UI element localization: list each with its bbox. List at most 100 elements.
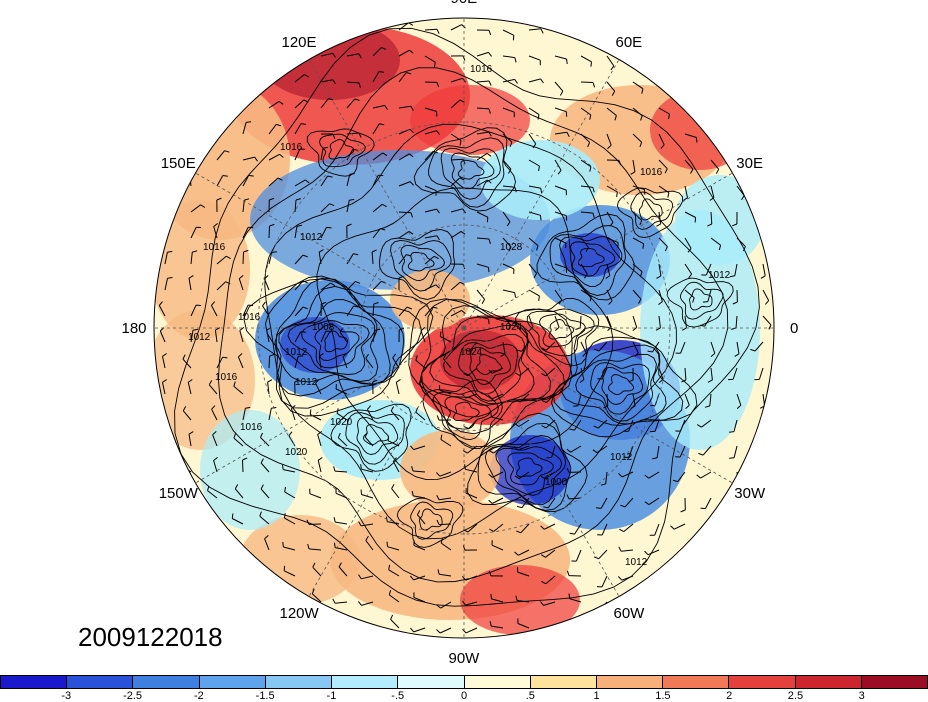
wind-barb <box>545 549 556 558</box>
wind-barb-flag <box>543 506 549 509</box>
wind-barb <box>517 600 530 603</box>
wind-barb <box>545 575 556 585</box>
wind-barb <box>528 263 537 274</box>
wind-barb <box>242 122 247 135</box>
wind-barb-flag <box>436 28 440 34</box>
wind-barb <box>320 330 327 343</box>
wind-barb-flag <box>566 570 570 576</box>
wind-barb <box>502 185 515 188</box>
wind-barb-flag <box>685 404 690 409</box>
wind-barb-flag <box>437 569 440 575</box>
isobar-line <box>638 198 663 221</box>
contour-label: 1016 <box>280 142 303 153</box>
wind-barb <box>465 393 478 399</box>
isobar-line <box>428 137 505 208</box>
isobar-line <box>362 424 389 446</box>
wind-barb <box>334 470 348 473</box>
isobar-line <box>410 501 454 540</box>
wind-barb <box>440 601 452 609</box>
wind-barb <box>398 105 411 109</box>
wind-barb <box>632 185 645 190</box>
wind-barb <box>361 523 374 527</box>
wind-barb <box>606 81 616 92</box>
wind-barb <box>465 468 478 473</box>
wind-barb-flag <box>382 152 388 157</box>
wind-barb <box>702 445 712 456</box>
wind-barb-flag <box>330 282 336 287</box>
contour-label: 1016 <box>215 372 238 383</box>
wind-barb-flag <box>541 425 547 429</box>
wind-barb <box>320 282 331 291</box>
wind-barb <box>346 98 356 109</box>
wind-barb-flag <box>398 275 404 279</box>
wind-barb-flag <box>375 328 381 331</box>
wind-barb <box>528 55 541 61</box>
longitude-label: 30W <box>734 484 766 502</box>
wind-barb-flag <box>233 433 237 439</box>
isobar-line <box>421 299 573 435</box>
wind-barb-flag <box>463 372 469 377</box>
wind-barb <box>736 185 745 196</box>
wind-barb-flag <box>167 277 173 279</box>
wind-barb <box>465 575 478 581</box>
wind-barb-flag <box>694 217 697 223</box>
wind-barb <box>450 158 464 161</box>
wind-barb <box>372 152 383 161</box>
wind-barb-flag <box>750 348 756 352</box>
wind-barb <box>398 181 411 187</box>
wind-barb-flag <box>600 483 606 486</box>
wind-barb-flag <box>464 349 470 352</box>
wind-barb-flag <box>607 144 612 149</box>
wind-barb <box>476 289 485 300</box>
wind-barb <box>450 177 461 187</box>
wind-barb-flag <box>213 223 219 227</box>
isobar-line <box>526 308 595 357</box>
wind-barb-flag <box>260 484 264 490</box>
wind-barb <box>575 549 582 562</box>
wind-barb <box>606 237 619 244</box>
wind-barb <box>420 330 426 343</box>
wind-barb-flag <box>288 431 293 437</box>
wind-barb <box>335 521 348 525</box>
wind-barb-flag <box>533 273 538 278</box>
isobar-line <box>400 244 445 281</box>
wind-barb <box>266 330 270 343</box>
meridian-line <box>463 327 620 597</box>
wind-barb-flag <box>667 192 670 198</box>
wind-barb <box>320 52 333 57</box>
wind-barb-flag <box>436 82 440 88</box>
wind-barb <box>546 393 556 403</box>
isobar-line <box>559 236 623 287</box>
wind-barb <box>601 523 608 536</box>
wind-barb-flag <box>462 55 466 61</box>
isobar-line <box>549 225 626 296</box>
wind-barb <box>554 131 567 135</box>
wind-barb <box>580 211 594 214</box>
wind-barb-flag <box>579 379 585 383</box>
wind-barb-flag <box>158 301 163 306</box>
wind-barb <box>528 28 541 31</box>
wind-barb <box>543 523 556 530</box>
wind-barb-flag <box>639 142 643 148</box>
wind-barb <box>415 359 426 369</box>
wind-barb <box>372 203 383 213</box>
wind-barb <box>519 393 530 403</box>
wind-barb-flag <box>222 175 228 177</box>
wind-barb-flag <box>342 353 348 358</box>
wind-barb-flag <box>514 475 520 480</box>
wind-barb-flag <box>462 629 467 634</box>
wind-barb-flag <box>192 250 198 253</box>
wind-barb <box>600 497 608 509</box>
anomaly-blob <box>154 310 255 450</box>
wind-barb <box>372 104 385 109</box>
wind-barb-flag <box>222 356 228 359</box>
wind-barb-flag <box>215 327 221 331</box>
wind-barb <box>346 174 351 187</box>
wind-barb-flag <box>592 82 596 88</box>
wind-barb <box>412 470 426 473</box>
wind-barb-flag <box>264 275 269 280</box>
wind-barb <box>440 336 452 343</box>
wind-barb-flag <box>182 354 186 360</box>
wind-barb <box>673 523 686 530</box>
wind-barb-flag <box>587 142 591 148</box>
